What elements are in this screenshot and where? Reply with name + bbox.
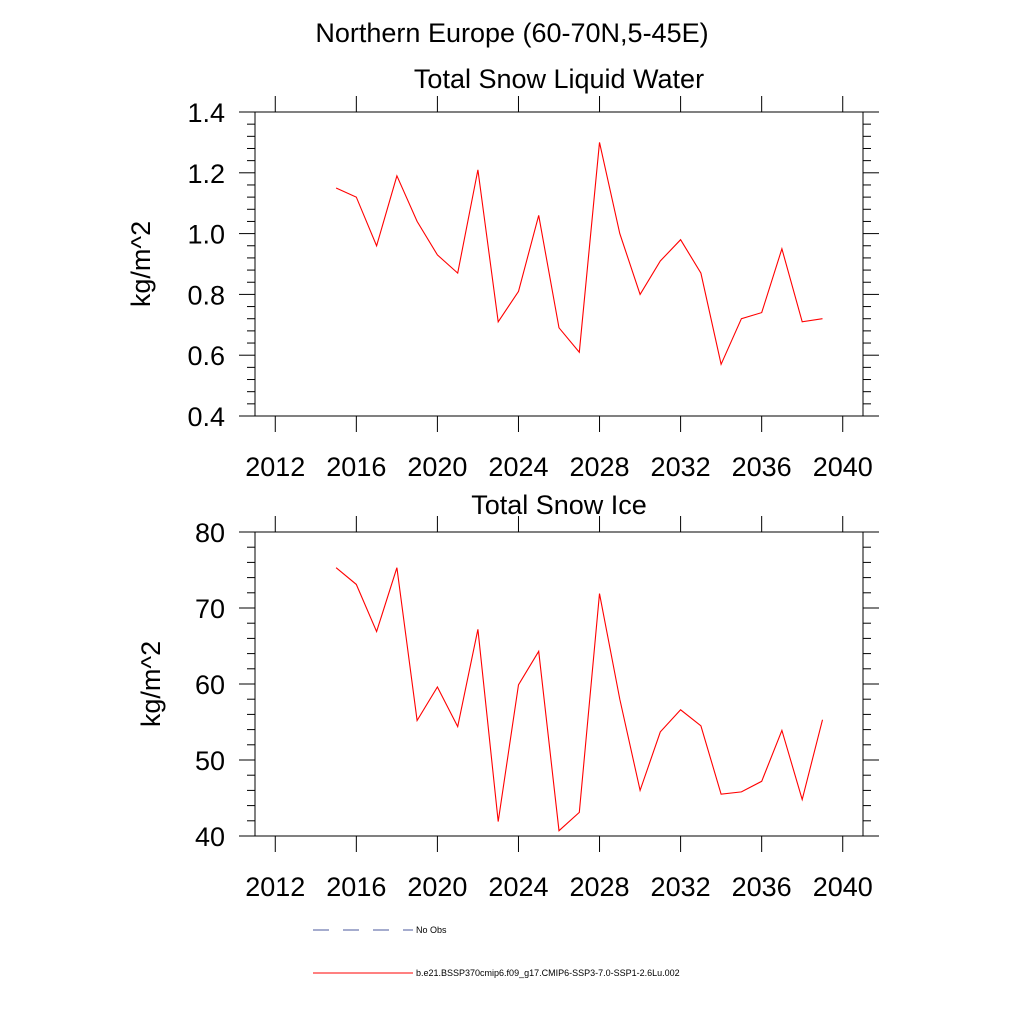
y-tick-label: 0.8 [187, 280, 225, 310]
x-tick-label: 2012 [245, 452, 305, 482]
y-tick-label: 1.0 [187, 220, 225, 250]
x-tick-label: 2032 [651, 452, 711, 482]
x-tick-label: 2012 [245, 872, 305, 902]
plot-panel-snow-liquid-water: Total Snow Liquid Water kg/m^2 2012 2016 202… [126, 64, 879, 482]
y-tick-label: 1.4 [187, 98, 225, 128]
series-line-snow-liquid-water [335, 142, 823, 367]
legend-label-series: b.e21.BSSP370cmip6.f09_g17.CMIP6-SSP3-7.… [416, 968, 680, 978]
y-tick-label: 0.4 [187, 402, 225, 432]
plot-frame-snow-liquid-water [254, 111, 864, 417]
panel-title-snow-liquid-water: Total Snow Liquid Water [414, 64, 704, 94]
plot-frame-snow-ice [254, 531, 864, 837]
x-tick-label: 2028 [569, 452, 629, 482]
y-tick-label: 80 [195, 518, 225, 548]
x-tick-label: 2036 [732, 872, 792, 902]
y-tick-label: 0.6 [187, 341, 225, 371]
x-tick-label: 2020 [407, 872, 467, 902]
x-tick-label: 2040 [813, 872, 873, 902]
x-tick-label: 2016 [326, 452, 386, 482]
legend-label-no-obs: No Obs [416, 925, 447, 935]
x-tick-label: 2036 [732, 452, 792, 482]
x-tick-label: 2024 [488, 872, 548, 902]
figure-title: Northern Europe (60-70N,5-45E) [315, 18, 708, 48]
legend: No Obs b.e21.BSSP370cmip6.f09_g17.CMIP6-… [313, 925, 680, 978]
y-axis-label-snow-liquid-water: kg/m^2 [126, 221, 156, 307]
y-tick-label: 40 [195, 822, 225, 852]
panel-title-snow-ice: Total Snow Ice [471, 490, 647, 520]
x-tick-label: 2040 [813, 452, 873, 482]
y-tick-label: 70 [195, 594, 225, 624]
x-tick-label: 2020 [407, 452, 467, 482]
y-axis-label-snow-ice: kg/m^2 [136, 641, 166, 727]
plot-panel-snow-ice: Total Snow Ice kg/m^2 2012 2016 2020 2024 2028… [136, 490, 879, 902]
y-tick-label: 1.2 [187, 159, 225, 189]
x-tick-label: 2024 [488, 452, 548, 482]
x-tick-label: 2016 [326, 872, 386, 902]
y-tick-label: 50 [195, 746, 225, 776]
y-tick-label: 60 [195, 670, 225, 700]
series-line-snow-ice [335, 567, 824, 832]
x-tick-label: 2032 [651, 872, 711, 902]
x-tick-label: 2028 [569, 872, 629, 902]
